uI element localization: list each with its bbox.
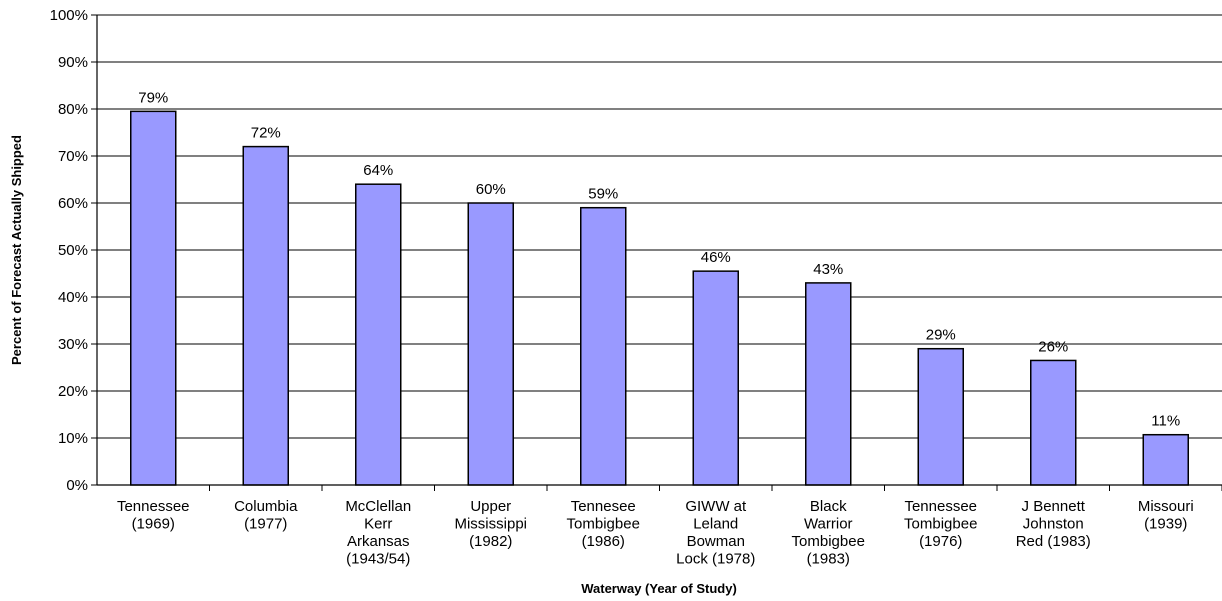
data-label: 79% (138, 89, 168, 106)
y-tick-label: 100% (50, 7, 88, 24)
y-tick-label: 10% (58, 430, 88, 447)
category-label: J Bennett Johnston Red (1983) (1016, 498, 1091, 550)
y-axis-title: Percent of Forecast Actually Shipped (9, 135, 24, 365)
data-label: 59% (588, 186, 618, 203)
data-label: 29% (926, 327, 956, 344)
category-label: Black Warrior Tombigbee (1983) (792, 498, 865, 568)
y-tick-label: 70% (58, 148, 88, 165)
y-tick-label: 60% (58, 195, 88, 212)
y-tick-label: 80% (58, 101, 88, 118)
data-label: 60% (476, 181, 506, 198)
category-label: Tennesee Tombigbee (1986) (567, 498, 640, 550)
data-label: 64% (363, 162, 393, 179)
y-tick-label: 50% (58, 242, 88, 259)
data-label: 72% (251, 125, 281, 142)
y-axis-ticks: 0% 10% 20% 30% 40% 50% 60% 70% 80% 90% 100% (50, 7, 97, 494)
y-tick-label: 40% (58, 289, 88, 306)
data-label: 43% (813, 261, 843, 278)
axes (96, 15, 1222, 486)
category-label: GIWW at Leland Bowman Lock (1978) (676, 498, 755, 568)
category-label: McClellan Kerr Arkansas (1943/54) (345, 498, 411, 568)
category-label: Upper Mississippi (1982) (454, 498, 527, 550)
y-tick-label: 0% (66, 477, 88, 494)
bar (805, 282, 852, 486)
bar (1142, 433, 1189, 486)
bar (130, 110, 177, 486)
bars (130, 110, 1189, 486)
data-label: 46% (701, 249, 731, 266)
bar (1030, 359, 1077, 486)
x-axis-title: Waterway (Year of Study) (581, 581, 737, 596)
y-tick-label: 30% (58, 336, 88, 353)
bar (467, 202, 514, 486)
data-label: 11% (1151, 413, 1180, 430)
category-label: Tennessee Tombigbee (1976) (904, 498, 977, 550)
category-label: Missouri (1939) (1138, 498, 1194, 533)
bar (692, 270, 739, 486)
bar (917, 347, 964, 486)
data-labels: 79% 72% 64% 60% 59% 46% 43% 29% 26% 11% (138, 89, 1180, 429)
data-label: 26% (1038, 338, 1068, 355)
y-tick-label: 20% (58, 383, 88, 400)
x-axis-categories: Tennessee (1969) Columbia (1977) McClellan Ke… (117, 485, 1222, 568)
category-label: Tennessee (1969) (117, 498, 190, 533)
bar (355, 183, 402, 486)
category-label: Columbia (1977) (234, 498, 298, 533)
bar (580, 206, 627, 486)
bar (242, 145, 289, 486)
y-tick-label: 90% (58, 54, 88, 71)
